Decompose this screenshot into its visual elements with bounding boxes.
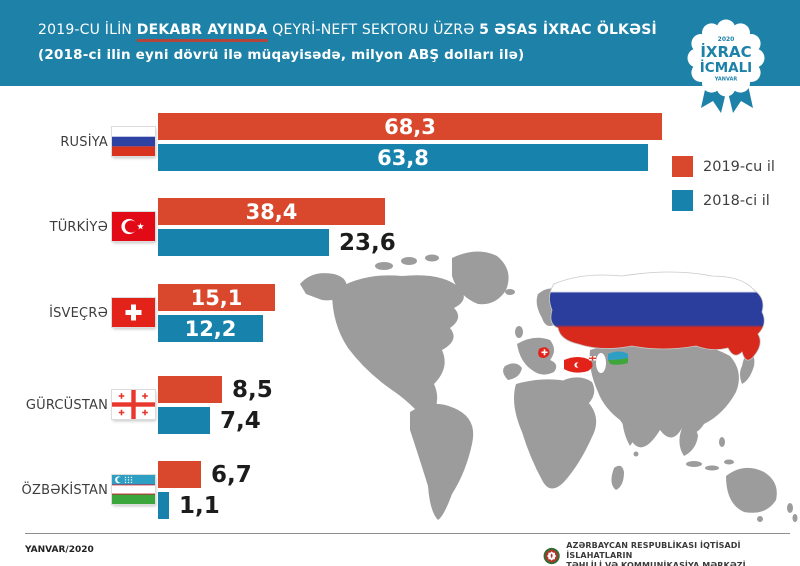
badge-month: YANVAR: [714, 77, 738, 83]
legend-label-2019: 2019-cu il: [703, 158, 775, 175]
country-label: GÜRCÜSTAN: [25, 397, 108, 413]
chart-row-gurcustan: GÜRCÜSTAN 8,5 7,4: [0, 376, 800, 434]
map-georgia-highlight: [589, 356, 596, 361]
turkey-flag: [112, 212, 155, 241]
russia-flag: [112, 127, 155, 156]
map-switzerland-highlight: [538, 347, 550, 358]
bar-2018: [158, 229, 329, 256]
org-line1: AZƏRBAYCAN RESPUBLİKASI İQTİSADİ İSLAHAT…: [566, 541, 741, 560]
bar-2018: 12,2: [158, 315, 263, 342]
badge-line1: İXRAC: [700, 42, 751, 61]
world-map: [300, 251, 798, 522]
map-turkey-highlight: [564, 357, 593, 373]
bar-2018: [158, 492, 169, 519]
header-band: 2019-CU İLİN DEKABR AYINDA QEYRİ-NEFT SE…: [0, 0, 800, 86]
bar-2019: 68,3: [158, 113, 662, 140]
legend-item-2019: 2019-cu il: [672, 156, 775, 177]
bar-value: 7,4: [220, 407, 261, 434]
bar-2019: 15,1: [158, 284, 275, 311]
bar-value: 12,2: [184, 316, 237, 341]
subtitle: (2018-ci ilin eyni dövrü ilə müqayisədə,…: [38, 47, 525, 63]
switzerland-flag: [112, 298, 155, 327]
legend-swatch-2019: [672, 156, 693, 177]
bar-value: 63,8: [377, 145, 429, 170]
bar-value: 1,1: [179, 492, 220, 519]
org-line2: TƏHLİLİ VƏ KOMMUNİKASİYA MƏRKƏZİ: [566, 561, 746, 566]
country-label: TÜRKİYƏ: [49, 219, 108, 235]
country-label: RUSİYA: [60, 134, 108, 150]
map-russia-highlight: [549, 271, 765, 361]
bar-value: 38,4: [245, 199, 298, 224]
footer-org: AZƏRBAYCAN RESPUBLİKASI İQTİSADİ İSLAHAT…: [543, 541, 800, 566]
country-label: İSVEÇRƏ: [49, 305, 108, 321]
badge-year: 2020: [718, 36, 735, 43]
title-bold: 5 ƏSAS İXRAC ÖLKƏSİ: [479, 22, 657, 38]
chart-row-isvecre: İSVEÇRƏ 15,1 12,2: [0, 284, 800, 342]
title-part2: QEYRİ-NEFT SEKTORU ÜZRƏ: [272, 22, 475, 38]
title-part1: 2019-CU İLİN: [38, 22, 133, 38]
title-line1: 2019-CU İLİN DEKABR AYINDA QEYRİ-NEFT SE…: [38, 22, 657, 42]
footer-date: YANVAR/2020: [25, 545, 94, 555]
footer-divider: [25, 533, 790, 534]
bar-2018: [158, 407, 210, 434]
uzbekistan-flag: [112, 475, 155, 504]
bar-value: 68,3: [384, 114, 436, 139]
chart-row-turkiye: TÜRKİYƏ 38,4 23,6: [0, 198, 800, 256]
georgia-flag: [112, 390, 155, 419]
ixrac-icmali-badge: 2020 İXRAC İCMALI YANVAR: [684, 12, 774, 122]
chart-row-ozbekistan: ÖZBƏKİSTAN 6,7 1,1: [0, 461, 800, 519]
country-label: ÖZBƏKİSTAN: [21, 482, 108, 498]
title-highlight: DEKABR AYINDA: [136, 22, 268, 42]
azerbaijan-emblem-icon: [543, 547, 560, 565]
rosette-badge-icon: 2020 İXRAC İCMALI YANVAR: [687, 19, 765, 113]
bar-value: 8,5: [232, 376, 273, 403]
bar-value: 6,7: [211, 461, 252, 488]
bar-2019: [158, 376, 222, 403]
chart-row-rusiya: RUSİYA 68,3 63,8: [0, 113, 800, 171]
legend-label-2018: 2018-ci il: [703, 192, 770, 209]
legend: 2019-cu il 2018-ci il: [672, 156, 775, 224]
legend-item-2018: 2018-ci il: [672, 190, 775, 211]
bar-value: 15,1: [190, 285, 243, 310]
map-uzbekistan-highlight: [608, 351, 628, 365]
bar-2018: 63,8: [158, 144, 648, 171]
legend-swatch-2018: [672, 190, 693, 211]
bar-2019: 38,4: [158, 198, 385, 225]
badge-line2: İCMALI: [700, 59, 752, 76]
bar-2019: [158, 461, 201, 488]
bar-value: 23,6: [339, 229, 396, 256]
page-title: 2019-CU İLİN DEKABR AYINDA QEYRİ-NEFT SE…: [38, 22, 657, 63]
